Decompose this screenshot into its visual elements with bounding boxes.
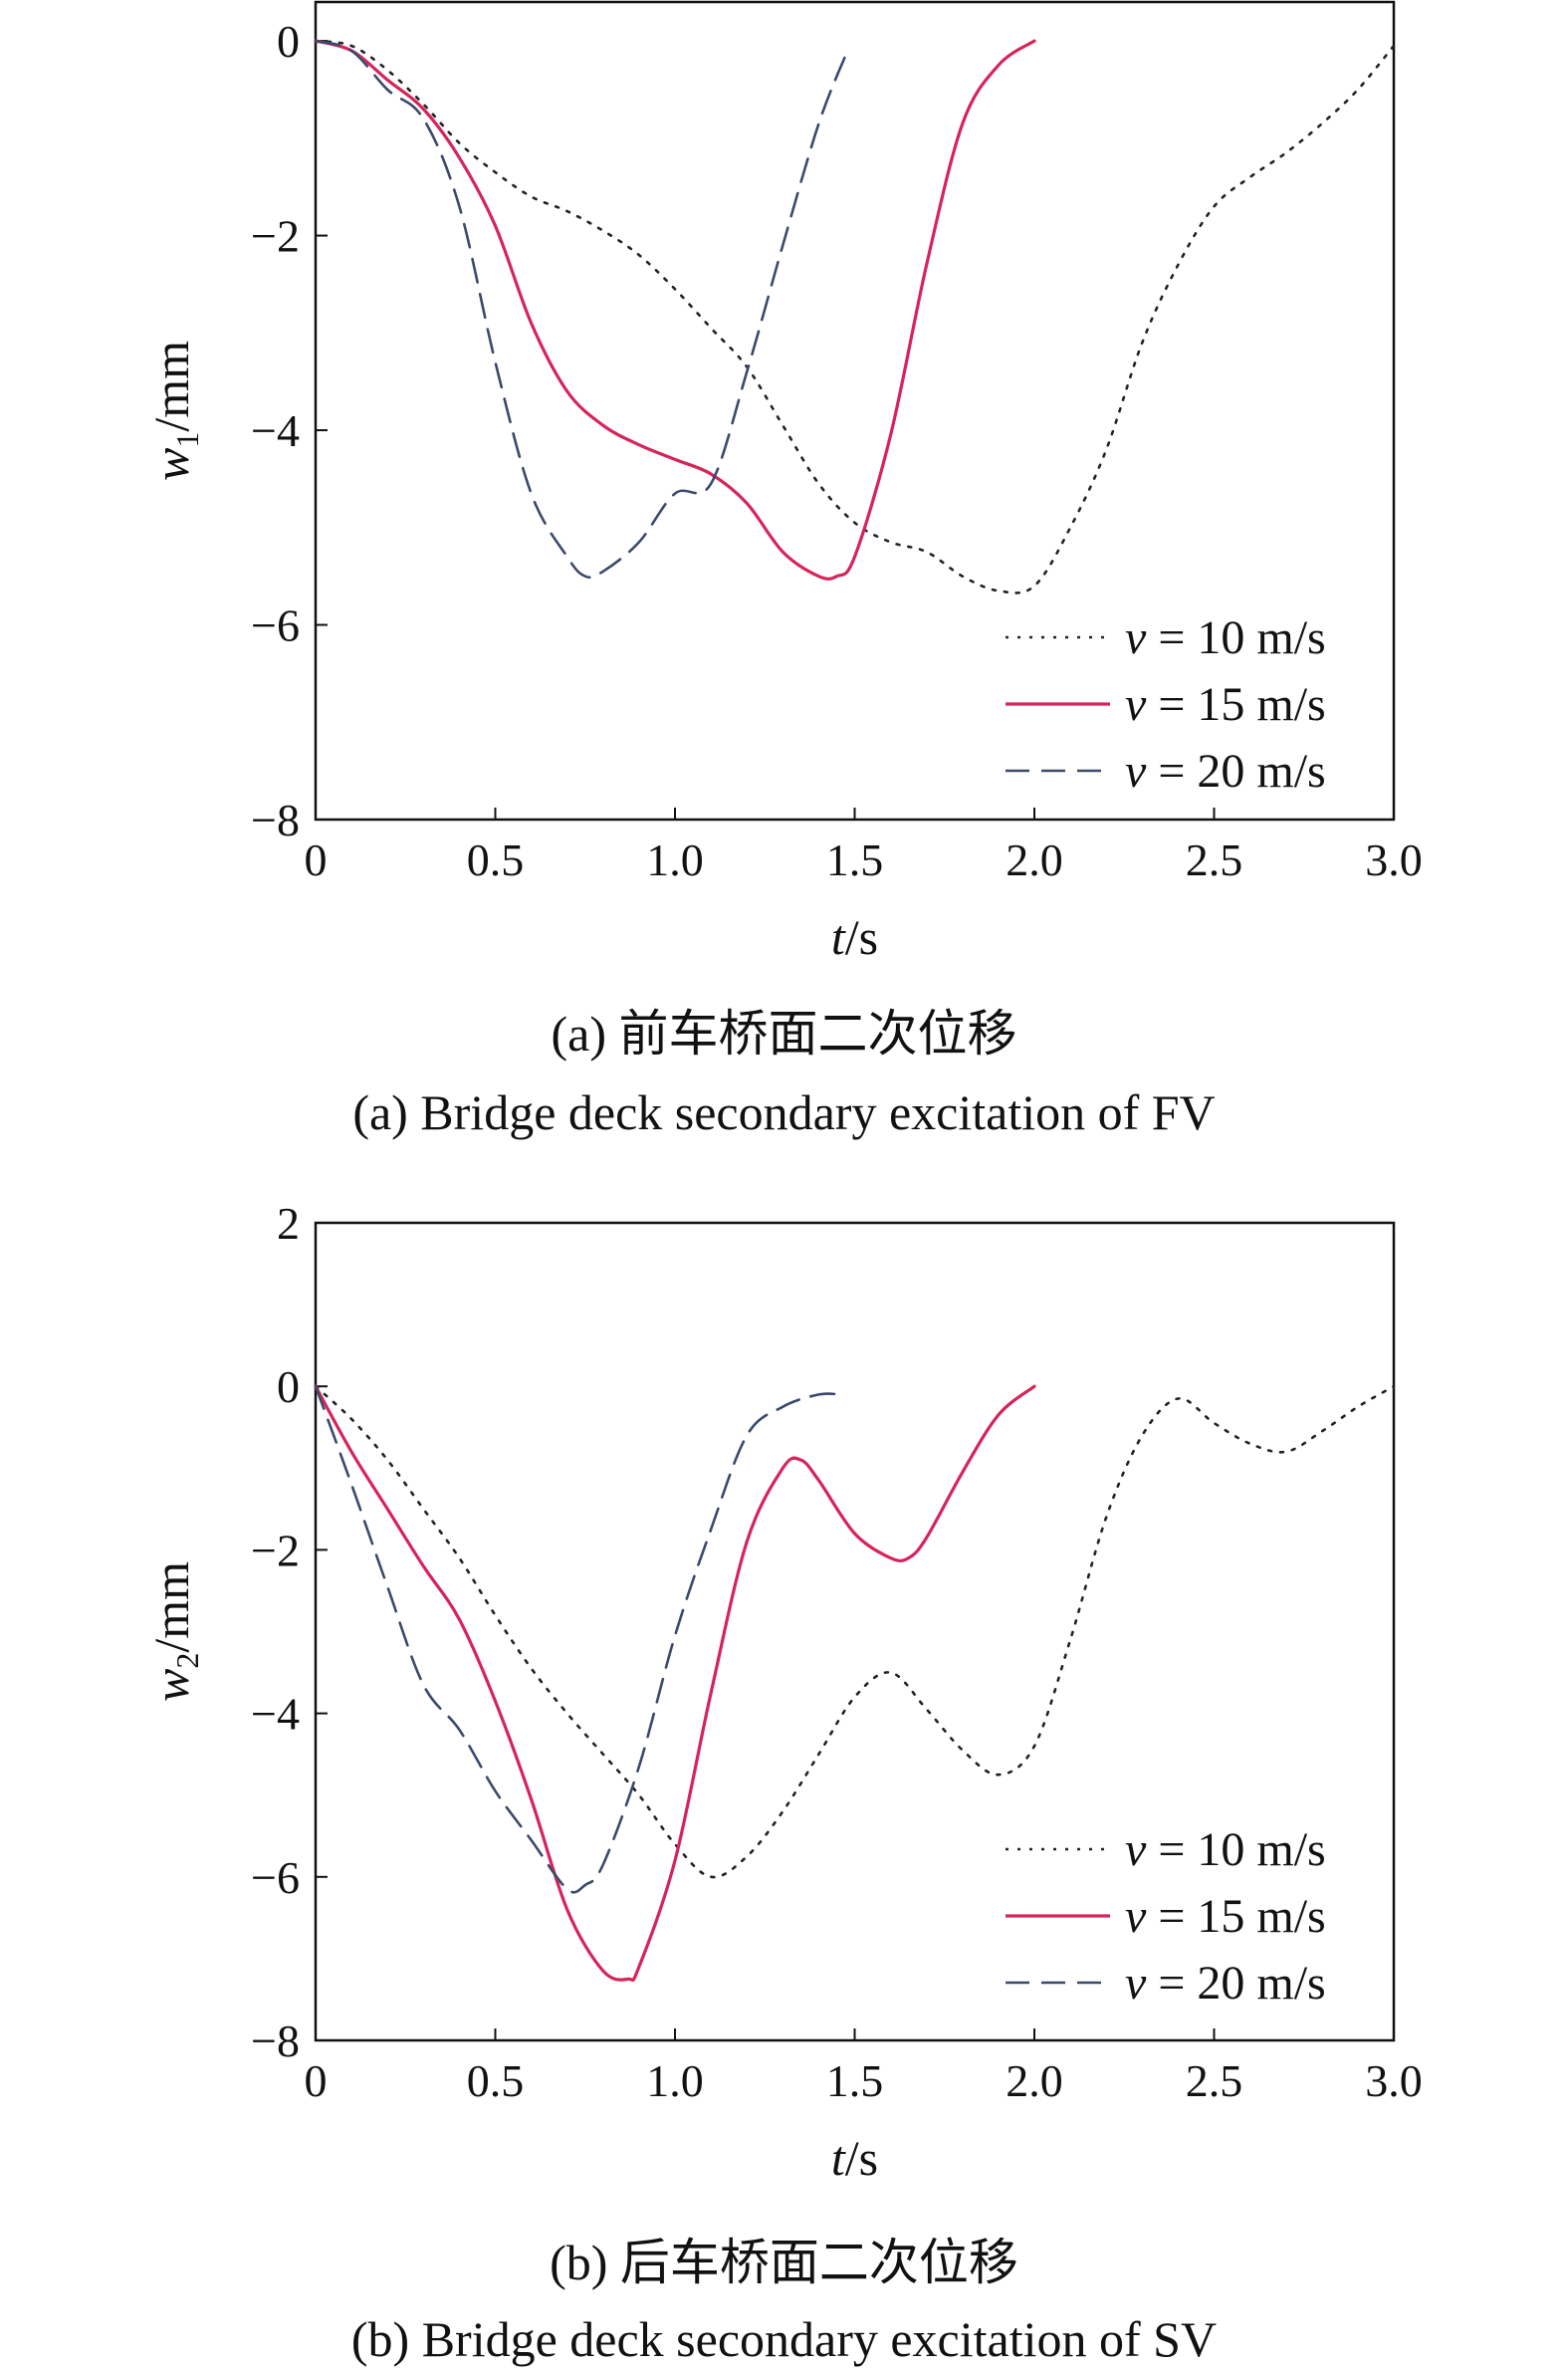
chart-b-y-tick-label: −4 [251, 1689, 300, 1740]
caption-a-zh: (a) 前车桥面二次位移 [551, 1006, 1017, 1062]
chart-a-x-axis-label: t/s [831, 909, 878, 965]
caption-b-zh: (b) 后车桥面二次位移 [550, 2235, 1018, 2290]
chart-b-x-tick-label: 1.5 [826, 2055, 884, 2106]
chart-a-x-tick-label: 3.0 [1365, 834, 1423, 885]
chart-a-series-line-1 [314, 39, 1396, 594]
chart-a-x-tick-label: 0.5 [467, 834, 525, 885]
chart-a-legend-label-1: v = 10 m/s [1125, 611, 1326, 664]
chart-b-x-tick-label: 0 [305, 2055, 328, 2106]
chart-a-y-tick-label: 0 [277, 16, 300, 67]
chart-b-x-tick-label: 0.5 [467, 2055, 525, 2106]
chart-a-y-tick-label: −6 [251, 600, 300, 651]
chart-a-x-tick-label: 2.0 [1006, 834, 1063, 885]
chart-b-legend-label-2: v = 15 m/s [1125, 1890, 1326, 1943]
chart-a-y-tick-label: −2 [251, 211, 300, 262]
chart-b-x-tick-label: 3.0 [1365, 2055, 1423, 2106]
chart-b-x-tick-label: 1.0 [646, 2055, 704, 2106]
chart-a-y-tick-label: −4 [251, 405, 300, 456]
chart-b: 0 0.5 1.0 1.5 2.0 2.5 3.0 −8 −6 −4 −2 0 2 t/s w2/mm v =… [143, 1198, 1423, 2181]
chart-a-x-tick-label: 1.5 [826, 834, 884, 885]
chart-a-series-line-3 [314, 39, 849, 580]
chart-a: 0 0.5 1.0 1.5 2.0 2.5 3.0 −8 −6 −4 −2 0 t/s w1/mm v = … [143, 0, 1423, 965]
chart-b-y-tick-label: 2 [277, 1198, 300, 1249]
chart-b-y-axis-label: w2/mm [143, 1561, 205, 1702]
chart-a-y-axis-label: w1/mm [143, 341, 205, 481]
chart-b-series-line-2 [314, 1384, 1036, 1983]
chart-b-legend-label-1: v = 10 m/s [1125, 1823, 1326, 1876]
chart-a-legend-label-3: v = 20 m/s [1125, 745, 1326, 798]
chart-b-x-axis-label: t/s [831, 2130, 878, 2181]
chart-b-x-tick-label: 2.5 [1186, 2055, 1243, 2106]
chart-a-x-tick-label: 0 [305, 834, 328, 885]
chart-b-y-tick-label: 0 [277, 1361, 300, 1412]
chart-a-x-tick-label: 1.0 [646, 834, 704, 885]
chart-b-series-line-3 [314, 1384, 842, 1894]
chart-b-y-tick-label: −2 [251, 1525, 300, 1575]
chart-b-y-tick-label: −8 [251, 2015, 300, 2066]
chart-a-x-tick-label: 2.5 [1186, 834, 1243, 885]
caption-a-en: (a) Bridge deck secondary excitation of … [352, 1084, 1216, 1140]
chart-a-y-tick-label: −8 [251, 795, 300, 845]
chart-b-y-tick-label: −6 [251, 1852, 300, 1903]
caption-b-en: (b) Bridge deck secondary excitation of … [350, 2311, 1218, 2367]
chart-a-series-line-2 [314, 39, 1036, 581]
chart-b-x-tick-label: 2.0 [1006, 2055, 1063, 2106]
chart-b-legend-label-3: v = 20 m/s [1125, 1957, 1326, 2010]
chart-a-legend-label-2: v = 15 m/s [1125, 678, 1326, 731]
chart-b-series-line-1 [314, 1384, 1396, 1879]
